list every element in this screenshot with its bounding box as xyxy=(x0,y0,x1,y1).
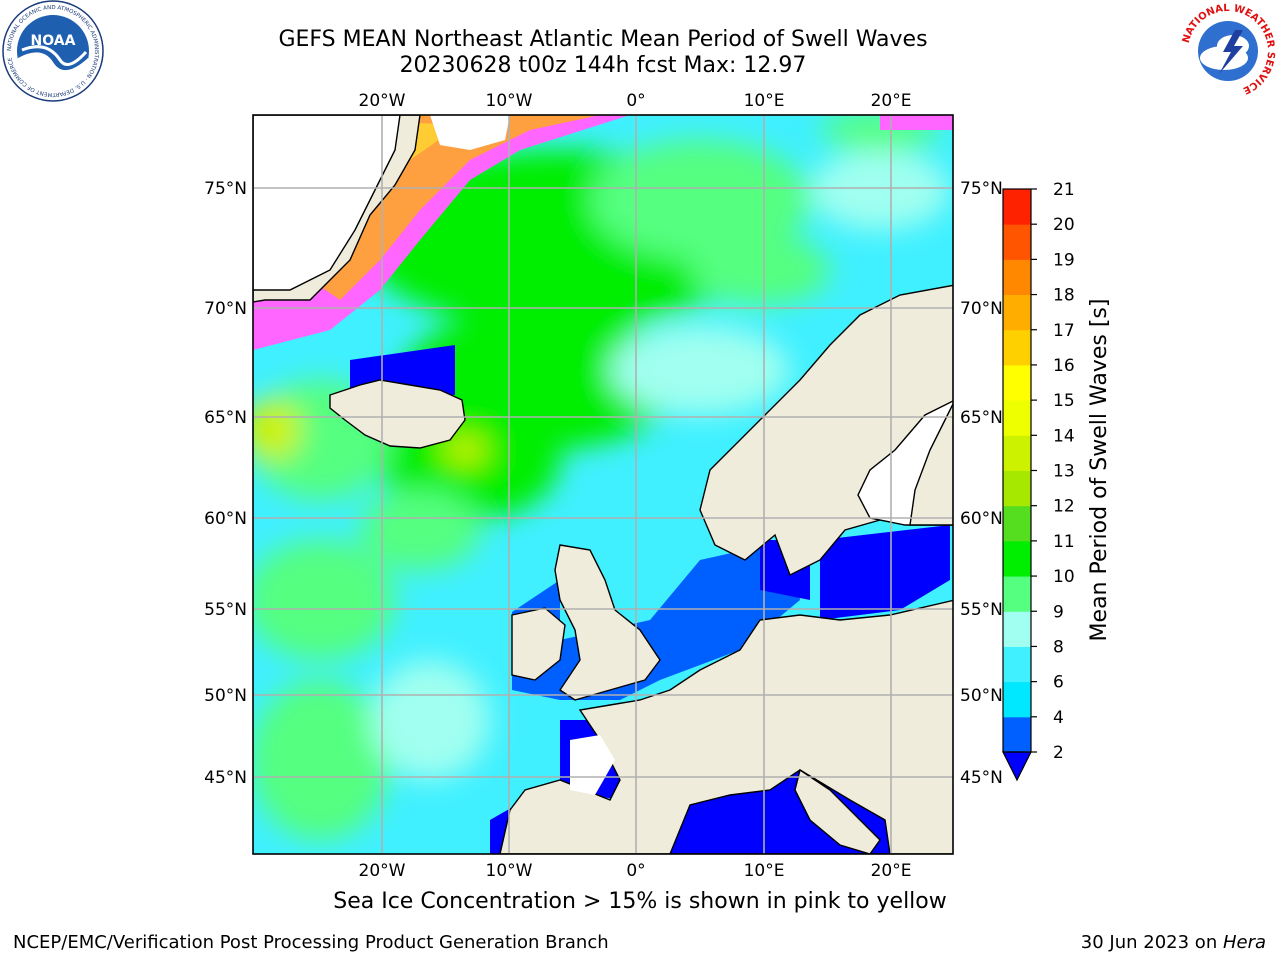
colorbar-segment xyxy=(1003,470,1031,507)
colorbar-tick-label: 8 xyxy=(1053,637,1064,657)
lat-label: 60°N xyxy=(960,509,1003,529)
lat-label: 45°N xyxy=(960,768,1003,788)
colorbar-tick-label: 11 xyxy=(1053,532,1075,552)
lat-label: 60°N xyxy=(204,509,247,529)
lon-label: 20°E xyxy=(871,91,912,111)
colorbar-segment xyxy=(1003,611,1031,647)
land-finland xyxy=(909,402,953,526)
credit-host: Hera xyxy=(1222,932,1266,953)
lon-label: 10°E xyxy=(744,91,785,111)
lat-label: 55°N xyxy=(960,600,1003,620)
noaa-logo: NOAA NATIONAL OCEANIC AND ATMOSPHERIC AD… xyxy=(2,0,104,102)
land-ireland xyxy=(511,607,566,681)
lat-label: 65°N xyxy=(960,408,1003,428)
colorbar-segment xyxy=(1003,435,1031,471)
lat-labels-left: 75°N 70°N 65°N 60°N 55°N 50°N 45°N xyxy=(204,179,247,788)
lat-label: 70°N xyxy=(960,299,1003,319)
credit-date: 30 Jun 2023 on xyxy=(1080,932,1223,953)
map-frame xyxy=(252,114,954,855)
colorbar-segment xyxy=(1003,540,1031,577)
lat-label: 50°N xyxy=(960,686,1003,706)
lat-label: 65°N xyxy=(204,408,247,428)
nws-logo: NATIONAL WEATHER SERVICE xyxy=(1179,2,1277,100)
colorbar-tick-label: 6 xyxy=(1053,673,1064,693)
lon-label: 0° xyxy=(626,91,645,111)
colorbar-tick-label: 17 xyxy=(1053,321,1075,341)
lon-label: 20°E xyxy=(871,861,912,881)
colorbar-tick-label: 12 xyxy=(1053,497,1075,517)
credit-branch: NCEP/EMC/Verification Post Processing Pr… xyxy=(13,932,609,953)
lat-labels-right: 75°N 70°N 65°N 60°N 55°N 50°N 45°N xyxy=(960,179,1003,788)
colorbar-under-triangle xyxy=(1002,751,1032,782)
lat-label: 75°N xyxy=(960,179,1003,199)
land-italy xyxy=(794,768,881,854)
lat-label: 70°N xyxy=(204,299,247,319)
lat-label: 45°N xyxy=(204,768,247,788)
land-iceland xyxy=(329,379,466,449)
map-fields xyxy=(253,115,953,854)
colorbar-segment xyxy=(1003,681,1031,718)
colorbar-segment xyxy=(1003,189,1031,225)
lat-label: 50°N xyxy=(204,686,247,706)
colorbar-tick-label: 13 xyxy=(1053,462,1075,482)
lon-label: 10°W xyxy=(486,91,533,111)
colorbar-tick-label: 19 xyxy=(1053,250,1075,270)
colorbar-tick-label: 2 xyxy=(1053,743,1064,763)
colorbar-segment xyxy=(1003,505,1031,542)
lon-labels-bottom: 20°W 10°W 0° 10°E 20°E xyxy=(359,861,912,881)
ice-greenland xyxy=(253,115,401,291)
colorbar-tick-label: 21 xyxy=(1053,180,1075,200)
ice-patches xyxy=(430,115,615,795)
colorbar-tick-label: 15 xyxy=(1053,391,1075,411)
land-great-britain xyxy=(554,544,661,701)
colorbar-segment xyxy=(1003,259,1031,296)
lon-label: 20°W xyxy=(359,91,406,111)
colorbar-tick-label: 14 xyxy=(1053,426,1075,446)
colorbar-segment xyxy=(1003,576,1031,612)
lat-label: 55°N xyxy=(204,600,247,620)
colorbar-tick-label: 20 xyxy=(1053,215,1075,235)
colorbar-segment xyxy=(1003,364,1031,401)
credit-date-host: 30 Jun 2023 on Hera xyxy=(1081,932,1266,953)
colorbar-tick-label: 9 xyxy=(1053,602,1064,622)
colorbar-segment xyxy=(1003,224,1031,260)
lon-label: 0° xyxy=(626,861,645,881)
colorbar-segment xyxy=(1003,646,1031,683)
lon-labels-top: 20°W 10°W 0° 10°E 20°E xyxy=(359,91,912,111)
swell-period-field xyxy=(253,115,950,840)
lon-label: 10°W xyxy=(486,861,533,881)
colorbar-segment xyxy=(1003,400,1031,436)
sea-ice-note: Sea Ice Concentration > 15% is shown in … xyxy=(333,889,947,914)
colorbar-segment xyxy=(1003,294,1031,331)
chart-title: GEFS MEAN Northeast Atlantic Mean Period… xyxy=(278,27,928,52)
colorbar-tick-label: 4 xyxy=(1053,708,1064,728)
chart-subtitle: 20230628 t00z 144h fcst Max: 12.97 xyxy=(399,53,807,78)
colorbar-tick-label: 18 xyxy=(1053,286,1075,306)
lon-label: 10°E xyxy=(744,861,785,881)
colorbar: 2 4 6 8 9 10 11 12 13 14 15 16 17 18 19 20 21 Mean Perio… xyxy=(1002,180,1112,782)
colorbar-segment xyxy=(1003,716,1031,753)
land-continental-europe xyxy=(499,599,953,854)
colorbar-label: Mean Period of Swell Waves [s] xyxy=(1087,299,1112,642)
lon-label: 20°W xyxy=(359,861,406,881)
noaa-logo-text: NOAA xyxy=(31,33,76,49)
colorbar-tick-label: 10 xyxy=(1053,567,1075,587)
colorbar-tick-label: 16 xyxy=(1053,356,1075,376)
lat-label: 75°N xyxy=(204,179,247,199)
map-gridlines xyxy=(253,115,953,854)
colorbar-segment xyxy=(1003,329,1031,366)
